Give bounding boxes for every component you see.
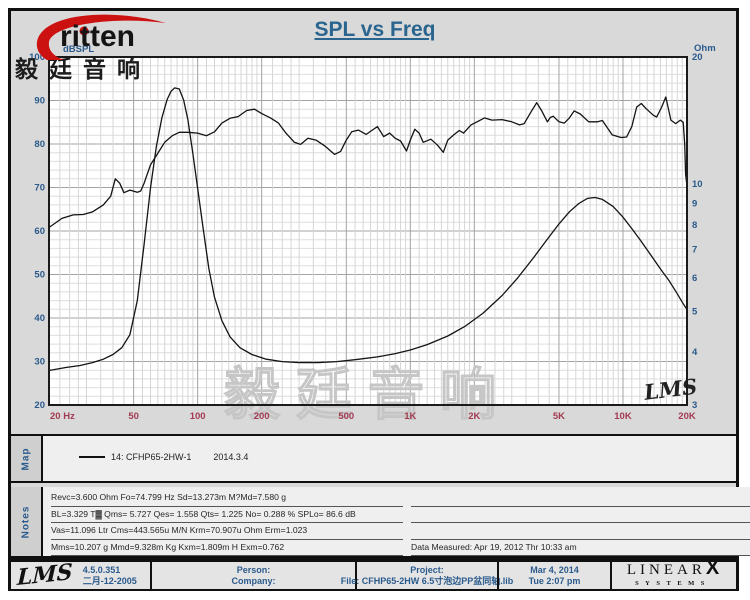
legend-curve-date: 2014.3.4 [213, 452, 249, 462]
notes-side-label: Notes [11, 487, 43, 556]
person-label: Person: [236, 564, 271, 575]
legend-line-sample-icon [79, 456, 105, 458]
logo-wordmark: ritten [60, 20, 135, 53]
notes-line: Mms=10.207 g Mmd=9.328m Kg Kxm=1.809m H … [51, 540, 403, 556]
footer-person-cell: Person: Company: [150, 562, 355, 589]
company-label: Company: [231, 575, 276, 586]
linearx-x: X [705, 556, 720, 579]
project-file: File: CFHP65-2HW 6.5寸泡边PP盆同轴.lib [340, 575, 514, 586]
map-section: Map 14: CFHP65-2HW-1 2014.3.4 [11, 434, 736, 483]
app-version-date: 二月-12-2005 [82, 575, 137, 586]
app-version: 4.5.0.351 [82, 564, 121, 575]
map-content: 14: CFHP65-2HW-1 2014.3.4 [43, 436, 736, 481]
notes-line: BL=3.329 T▓ Qms= 5.727 Qes= 1.558 Qts= 1… [51, 507, 403, 523]
page-title: SPL vs Freq [314, 18, 436, 41]
map-side-label: Map [11, 436, 43, 481]
notes-section: Notes Revc=3.600 Ohm Fo=74.799 Hz Sd=13.… [11, 487, 750, 559]
lms-logo: LMS [16, 558, 74, 592]
print-date: Mar 4, 2014 [530, 564, 579, 575]
status-bar: LMS 4.5.0.351 二月-12-2005 Person: Company… [11, 558, 736, 592]
notes-data-measured: Data Measured: Apr 19, 2012 Thr 10:33 am [411, 540, 750, 556]
notes-line [411, 490, 750, 507]
linearx-systems: SYSTEMS [635, 579, 711, 587]
notes-line: Revc=3.600 Ohm Fo=74.799 Hz Sd=13.273m M… [51, 490, 403, 507]
legend-item: 14: CFHP65-2HW-1 2014.3.4 [79, 452, 248, 462]
notes-measured-column: Data Measured: Apr 19, 2012 Thr 10:33 am [411, 490, 750, 556]
notes-content: Revc=3.600 Ohm Fo=74.799 Hz Sd=13.273m M… [43, 487, 750, 556]
brand-logo: ritten [14, 6, 174, 67]
notes-parameters-column: Revc=3.600 Ohm Fo=74.799 Hz Sd=13.273m M… [51, 490, 403, 556]
notes-line: Vas=11.096 Ltr Cms=443.565u M/N Krm=70.9… [51, 523, 403, 540]
legend-curve-name: 14: CFHP65-2HW-1 [111, 452, 192, 462]
logo-swoosh-icon [36, 14, 166, 67]
print-time: Tue 2:07 pm [528, 575, 581, 586]
notes-line [411, 507, 750, 523]
footer-version-cell: LMS 4.5.0.351 二月-12-2005 [11, 558, 150, 592]
notes-line [411, 523, 750, 540]
project-label: Project: [410, 564, 444, 575]
linearx-wordmark: LINEAR [626, 561, 706, 578]
footer-project-cell: Project: File: CFHP65-2HW 6.5寸泡边PP盆同轴.li… [341, 562, 513, 589]
footer-datetime-cell: Mar 4, 2014 Tue 2:07 pm [497, 562, 610, 589]
linearx-logo: LINEARX SYSTEMS [610, 558, 734, 589]
